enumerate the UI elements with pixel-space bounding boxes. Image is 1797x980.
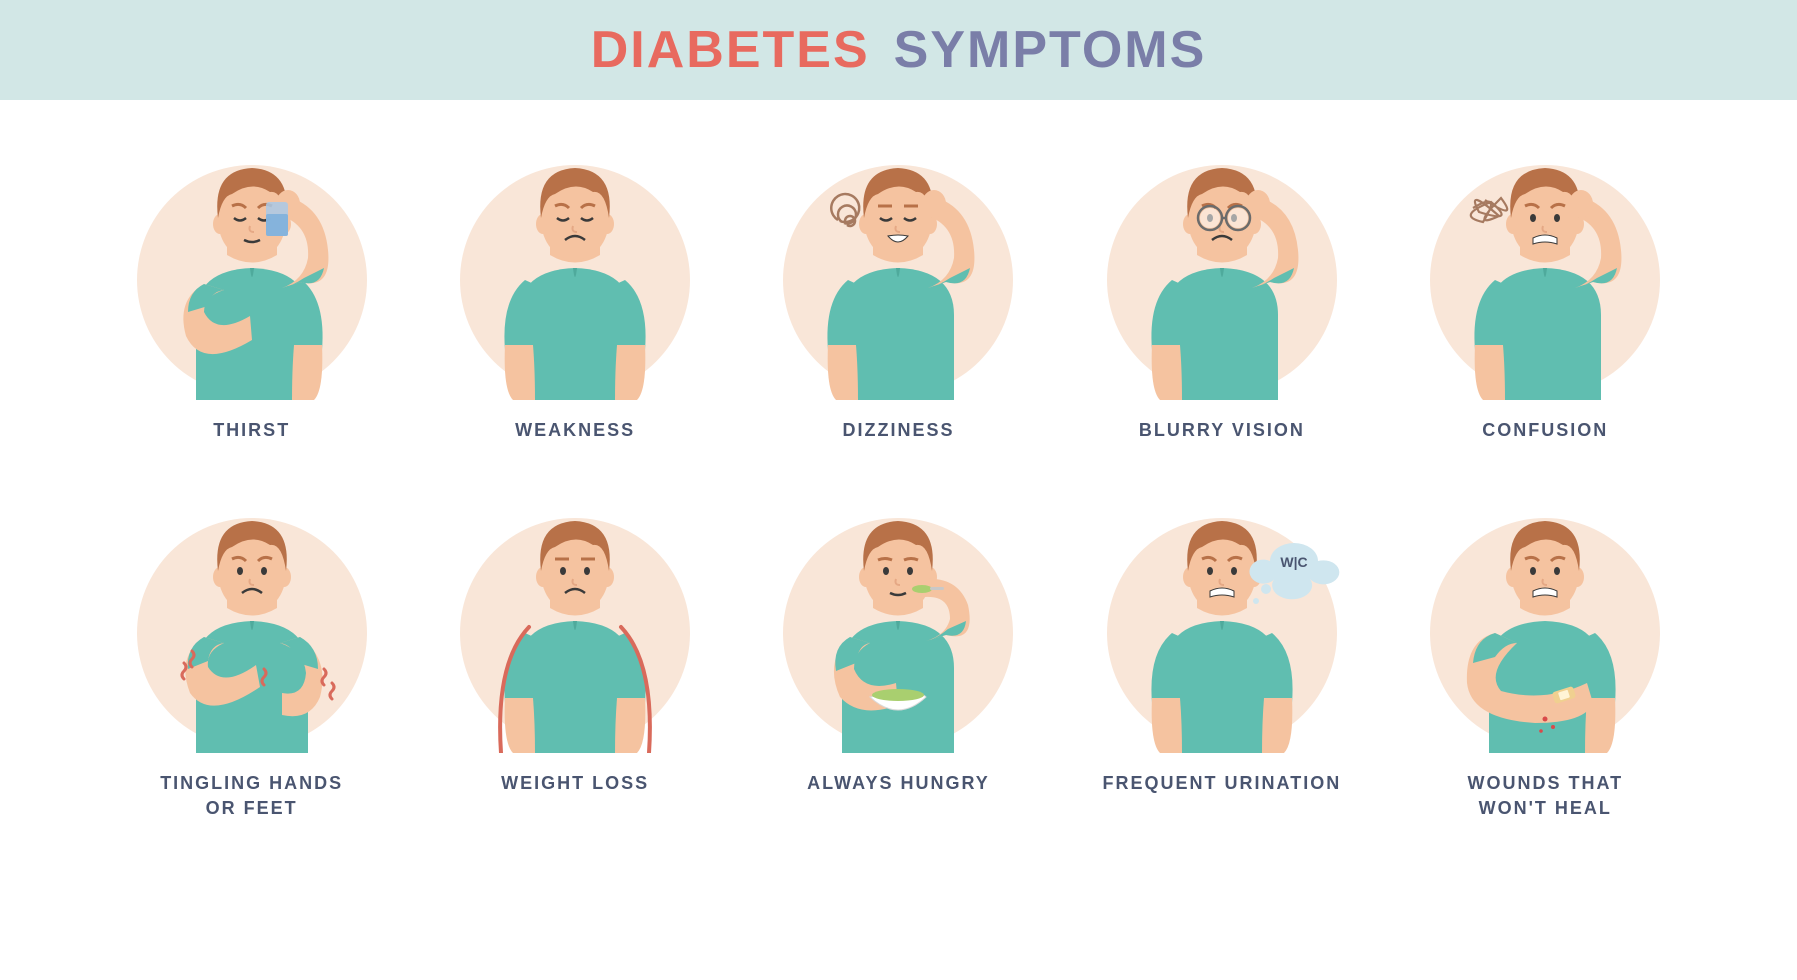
symptom-illustration	[1425, 140, 1665, 400]
symptom-label: WOUNDS THAT WON'T HEAL	[1467, 771, 1623, 821]
symptom-thirst: THIRST	[122, 140, 382, 443]
symptom-label: CONFUSION	[1482, 418, 1608, 443]
title-banner: DIABETES SYMPTOMS	[0, 0, 1797, 100]
symptom-confusion: CONFUSION	[1415, 140, 1675, 443]
symptom-wounds: WOUNDS THAT WON'T HEAL	[1415, 493, 1675, 821]
symptom-label: FREQUENT URINATION	[1103, 771, 1342, 796]
symptom-illustration	[1102, 140, 1342, 400]
symptom-label: BLURRY VISION	[1139, 418, 1305, 443]
symptom-illustration	[132, 140, 372, 400]
symptom-label: TINGLING HANDS OR FEET	[160, 771, 343, 821]
symptom-label: THIRST	[213, 418, 290, 443]
title-word-1: DIABETES	[591, 20, 870, 80]
symptom-label: WEAKNESS	[515, 418, 635, 443]
symptom-weightloss: WEIGHT LOSS	[445, 493, 705, 821]
symptom-illustration	[132, 493, 372, 753]
symptom-illustration	[1425, 493, 1665, 753]
symptom-tingling: TINGLING HANDS OR FEET	[122, 493, 382, 821]
title-word-2: SYMPTOMS	[894, 20, 1207, 80]
symptom-label: DIZZINESS	[842, 418, 954, 443]
symptom-grid: THIRST WEAKNESS	[0, 100, 1797, 852]
symptom-blurry: BLURRY VISION	[1092, 140, 1352, 443]
symptom-weakness: WEAKNESS	[445, 140, 705, 443]
symptom-illustration	[455, 493, 695, 753]
symptom-label: ALWAYS HUNGRY	[807, 771, 990, 796]
svg-text:W|C: W|C	[1280, 554, 1307, 570]
symptom-label: WEIGHT LOSS	[501, 771, 649, 796]
symptom-illustration: W|C	[1102, 493, 1342, 753]
symptom-illustration	[778, 493, 1018, 753]
symptom-hungry: ALWAYS HUNGRY	[768, 493, 1028, 821]
symptom-urination: W|C FREQUENT URINATION	[1092, 493, 1352, 821]
symptom-illustration	[455, 140, 695, 400]
symptom-illustration	[778, 140, 1018, 400]
symptom-dizziness: DIZZINESS	[768, 140, 1028, 443]
